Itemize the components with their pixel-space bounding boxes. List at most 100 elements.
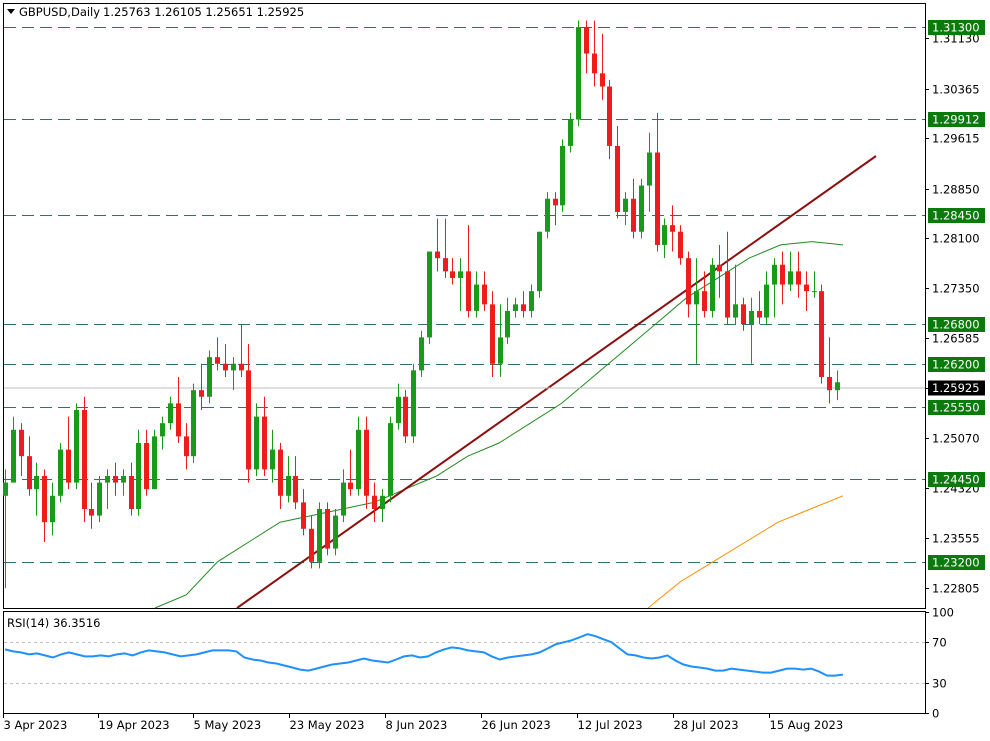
candle-body[interactable] <box>631 198 636 232</box>
candle-body[interactable] <box>66 449 71 483</box>
candle-body[interactable] <box>694 291 699 305</box>
candle-body[interactable] <box>560 145 565 206</box>
candle-body[interactable] <box>521 304 526 311</box>
candle-body[interactable] <box>513 304 518 311</box>
dropdown-arrow-icon[interactable] <box>7 9 15 14</box>
candle-body[interactable] <box>152 436 157 490</box>
candle-body[interactable] <box>458 271 463 278</box>
candle-body[interactable] <box>443 258 448 272</box>
trend-line[interactable] <box>236 155 877 609</box>
candle-body[interactable] <box>113 475 118 483</box>
candle-body[interactable] <box>199 390 204 397</box>
candle-body[interactable] <box>105 475 110 483</box>
candle-body[interactable] <box>254 416 259 470</box>
candle-body[interactable] <box>600 73 605 87</box>
candle-body[interactable] <box>411 370 416 437</box>
candle-body[interactable] <box>804 284 809 292</box>
candle-body[interactable] <box>97 482 102 516</box>
candle-body[interactable] <box>333 515 338 549</box>
candle-body[interactable] <box>827 376 832 391</box>
candle-body[interactable] <box>144 442 149 490</box>
candle-body[interactable] <box>3 482 8 496</box>
candle-body[interactable] <box>670 225 675 232</box>
candle-body[interactable] <box>615 145 620 212</box>
candle-body[interactable] <box>537 231 542 292</box>
candle-body[interactable] <box>223 363 228 371</box>
candle-body[interactable] <box>419 337 424 371</box>
candle-body[interactable] <box>239 363 244 371</box>
candle-body[interactable] <box>168 403 173 424</box>
candle-body[interactable] <box>639 185 644 232</box>
candle-body[interactable] <box>19 429 24 457</box>
candle-body[interactable] <box>286 475 291 496</box>
candle-body[interactable] <box>121 475 126 483</box>
candle-body[interactable] <box>796 271 801 285</box>
candle-body[interactable] <box>686 258 691 305</box>
candle-body[interactable] <box>129 475 134 509</box>
candle-body[interactable] <box>835 382 840 391</box>
candle-body[interactable] <box>309 528 314 562</box>
candle-body[interactable] <box>372 495 377 509</box>
candle-body[interactable] <box>176 403 181 437</box>
candle-body[interactable] <box>466 271 471 311</box>
candle-body[interactable] <box>278 449 283 496</box>
candle-body[interactable] <box>341 482 346 516</box>
candle-body[interactable] <box>356 429 361 490</box>
candle-body[interactable] <box>607 86 612 146</box>
candle-body[interactable] <box>184 436 189 457</box>
candle-body[interactable] <box>678 231 683 259</box>
candle-body[interactable] <box>749 310 754 325</box>
candle-body[interactable] <box>482 284 487 305</box>
candle-body[interactable] <box>592 53 597 74</box>
candle-body[interactable] <box>207 357 212 397</box>
candle-body[interactable] <box>317 508 322 562</box>
candle-body[interactable] <box>325 508 330 549</box>
candle-body[interactable] <box>576 27 581 120</box>
candle-body[interactable] <box>717 264 722 272</box>
candle-body[interactable] <box>89 508 94 516</box>
candle-body[interactable] <box>262 416 267 470</box>
candle-body[interactable] <box>655 152 660 245</box>
candle-body[interactable] <box>215 357 220 364</box>
candle-body[interactable] <box>741 304 746 325</box>
candle-body[interactable] <box>348 482 353 490</box>
candle-body[interactable] <box>293 475 298 503</box>
candle-body[interactable] <box>388 423 393 496</box>
candle-body[interactable] <box>788 271 793 285</box>
candle-body[interactable] <box>545 198 550 232</box>
candle-body[interactable] <box>231 363 236 371</box>
candle-body[interactable] <box>396 396 401 424</box>
candle-body[interactable] <box>568 119 573 146</box>
candle-body[interactable] <box>780 264 785 285</box>
candle-body[interactable] <box>82 409 87 509</box>
candle-body[interactable] <box>584 27 589 54</box>
candle-body[interactable] <box>553 198 558 206</box>
candle-body[interactable] <box>450 271 455 278</box>
candle-body[interactable] <box>474 284 479 311</box>
candle-body[interactable] <box>623 198 628 212</box>
candle-body[interactable] <box>34 475 39 490</box>
candle-body[interactable] <box>435 251 440 259</box>
candle-body[interactable] <box>427 251 432 338</box>
candle-body[interactable] <box>812 291 817 293</box>
candle-body[interactable] <box>364 429 369 496</box>
candle-body[interactable] <box>74 409 79 483</box>
candle-body[interactable] <box>42 475 47 523</box>
candle-body[interactable] <box>819 291 824 377</box>
candle-body[interactable] <box>136 442 141 509</box>
candle-body[interactable] <box>50 495 55 523</box>
candle-body[interactable] <box>710 264 715 311</box>
candle-body[interactable] <box>11 429 16 483</box>
candle-body[interactable] <box>191 390 196 457</box>
candle-body[interactable] <box>27 456 32 490</box>
candle-body[interactable] <box>505 310 510 338</box>
candle-body[interactable] <box>662 225 667 245</box>
candle-body[interactable] <box>490 304 495 364</box>
candle-body[interactable] <box>403 396 408 437</box>
candle-body[interactable] <box>764 284 769 318</box>
candle-body[interactable] <box>702 291 707 311</box>
candle-body[interactable] <box>733 304 738 318</box>
candle-body[interactable] <box>772 264 777 285</box>
candle-body[interactable] <box>757 310 762 318</box>
candle-body[interactable] <box>529 291 534 311</box>
